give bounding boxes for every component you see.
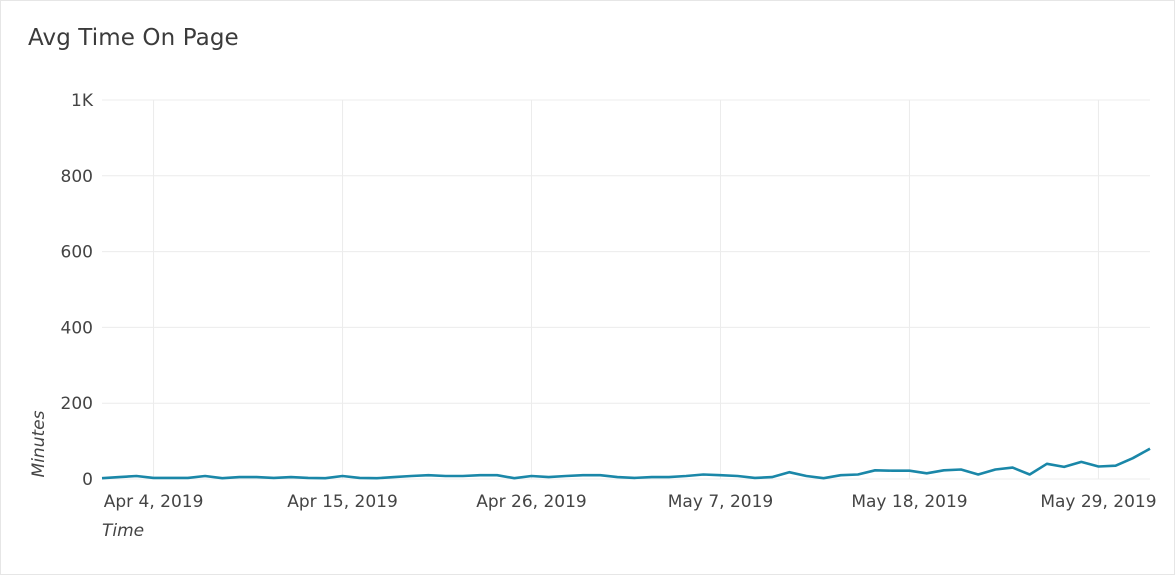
- chart-title: Avg Time On Page: [28, 25, 239, 51]
- x-tick-label: May 7, 2019: [668, 492, 773, 512]
- x-tick-label: Apr 26, 2019: [476, 492, 587, 512]
- x-tick-label: May 18, 2019: [851, 492, 967, 512]
- y-tick-label: 1K: [71, 91, 94, 111]
- y-tick-label: 200: [61, 394, 93, 414]
- x-tick-label: Apr 4, 2019: [104, 492, 204, 512]
- y-tick-label: 800: [61, 167, 93, 187]
- y-axis-label: Minutes: [29, 410, 49, 477]
- series-line: [101, 447, 1151, 480]
- x-tick-label: Apr 15, 2019: [287, 492, 398, 512]
- x-axis-ticks: Apr 4, 2019 Apr 15, 2019 Apr 26, 2019 May 7…: [104, 492, 1157, 512]
- y-axis-ticks: 0 200 400 600 800 1K: [61, 91, 94, 490]
- y-tick-label: 400: [61, 318, 93, 338]
- x-axis-label: Time: [102, 521, 144, 541]
- y-tick-label: 600: [61, 243, 93, 263]
- grid: [102, 99, 1150, 480]
- x-tick-label: May 29, 2019: [1040, 492, 1156, 512]
- y-tick-label: 0: [82, 470, 93, 490]
- series-layer: [101, 447, 1151, 480]
